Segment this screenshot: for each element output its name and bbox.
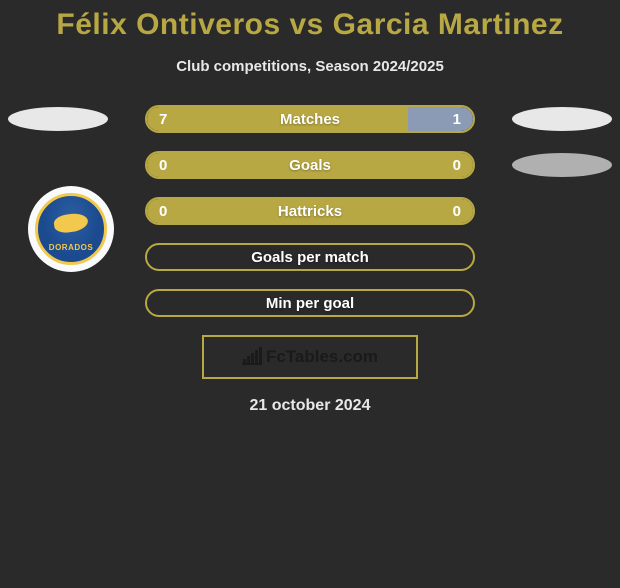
right-team-ellipse <box>512 107 612 131</box>
comparison-card: Félix Ontiveros vs Garcia Martinez Club … <box>0 8 620 415</box>
stat-pill: 0 0 Hattricks <box>145 197 475 225</box>
right-team-ellipse <box>512 153 612 177</box>
team-badge-left: DORADOS <box>28 186 114 272</box>
stat-value-left: 7 <box>159 111 167 128</box>
subtitle: Club competitions, Season 2024/2025 <box>8 58 612 75</box>
stat-pill: Min per goal <box>145 289 475 317</box>
stat-label: Min per goal <box>266 295 354 312</box>
fill-left <box>147 107 408 131</box>
stat-value-right: 0 <box>453 157 461 174</box>
stat-label: Hattricks <box>278 203 342 220</box>
stat-value-left: 0 <box>159 203 167 220</box>
stat-label: Matches <box>280 111 340 128</box>
date-label: 21 october 2024 <box>8 397 612 415</box>
left-team-ellipse <box>8 107 108 131</box>
stat-label: Goals per match <box>251 249 369 266</box>
stat-row: Min per goal <box>8 289 612 317</box>
page-title: Félix Ontiveros vs Garcia Martinez <box>8 8 612 42</box>
stat-label: Goals <box>289 157 331 174</box>
chart-icon <box>242 349 262 365</box>
stat-pill: Goals per match <box>145 243 475 271</box>
stat-row: 0 0 Goals <box>8 151 612 179</box>
stat-pill: 7 1 Matches <box>145 105 475 133</box>
team-badge-inner: DORADOS <box>35 193 107 265</box>
fill-right <box>408 107 473 131</box>
stat-value-left: 0 <box>159 157 167 174</box>
badge-text: DORADOS <box>49 243 93 252</box>
stat-value-right: 1 <box>453 111 461 128</box>
stat-pill: 0 0 Goals <box>145 151 475 179</box>
watermark: FcTables.com <box>202 335 418 379</box>
stat-value-right: 0 <box>453 203 461 220</box>
watermark-text: FcTables.com <box>266 347 378 367</box>
fish-icon <box>53 212 89 235</box>
stat-row: 7 1 Matches <box>8 105 612 133</box>
